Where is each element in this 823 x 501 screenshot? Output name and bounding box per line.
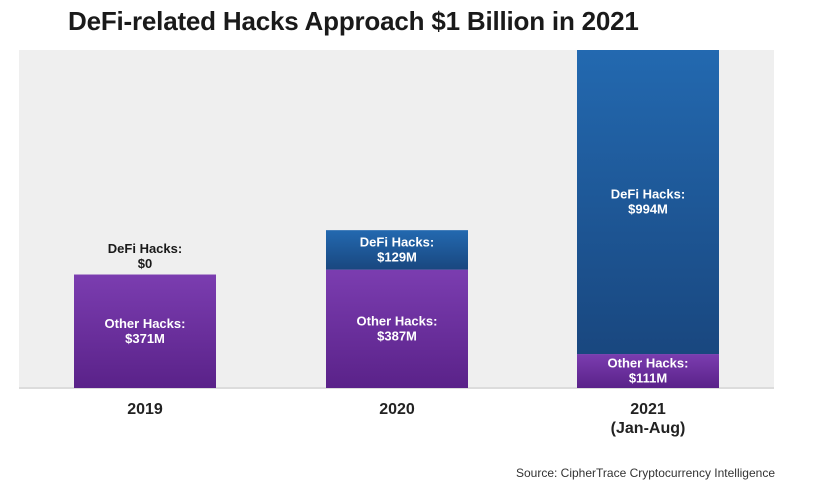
defi-hacks-bar-2021	[577, 50, 719, 355]
other-hacks-bar-2020	[326, 269, 468, 388]
category-labels-group: 2019 2020 2021 (Jan-Aug)	[127, 401, 685, 437]
other-hacks-bar-2019-label: Other Hacks: $371M	[105, 316, 186, 346]
x-tick-label-2020: 2020	[379, 401, 415, 418]
other-hacks-bar-2021	[577, 354, 719, 388]
defi-hacks-bar-2020-label: DeFi Hacks: $129M	[360, 234, 434, 264]
chart-title: DeFi-related Hacks Approach $1 Billion i…	[68, 6, 639, 36]
x-tick-label-2019: 2019	[127, 401, 163, 418]
defi-hacks-bar-2021-label: DeFi Hacks: $994M	[611, 187, 685, 217]
defi-hacks-bar-2019-label: DeFi Hacks: $0	[108, 241, 182, 271]
source-note: Source: CipherTrace Cryptocurrency Intel…	[515, 466, 775, 480]
defi-hacks-bar-2020	[326, 230, 468, 270]
other-hacks-bar-2019	[74, 274, 216, 388]
x-tick-label-2021: 2021 (Jan-Aug)	[611, 401, 686, 437]
other-hacks-bar-2021-label: Other Hacks: $111M	[608, 356, 689, 386]
bars-group: Other Hacks: $371M DeFi Hacks: $0 Other Hack…	[74, 50, 719, 388]
other-hacks-bar-2020-label: Other Hacks: $387M	[357, 313, 438, 343]
